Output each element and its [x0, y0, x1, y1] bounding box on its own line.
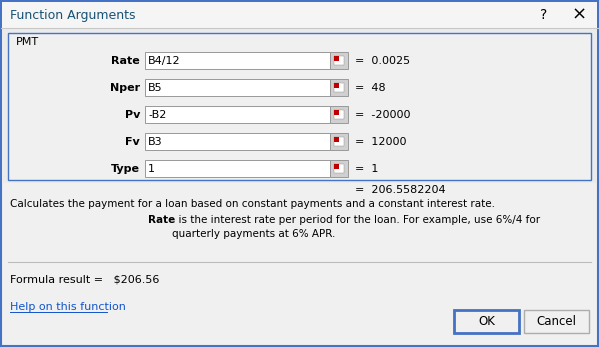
Text: ×: ×: [571, 6, 586, 24]
Bar: [145, 79, 330, 96]
Bar: [334, 137, 339, 142]
Bar: [2, 2, 597, 28]
Text: quarterly payments at 6% APR.: quarterly payments at 6% APR.: [172, 229, 335, 239]
Bar: [145, 160, 330, 177]
Bar: [145, 106, 330, 123]
Text: Nper: Nper: [110, 83, 140, 93]
Text: B4/12: B4/12: [148, 56, 181, 66]
Bar: [330, 79, 348, 96]
Bar: [334, 164, 339, 169]
Bar: [334, 137, 344, 146]
Bar: [330, 52, 348, 69]
Text: ?: ?: [540, 8, 547, 22]
Bar: [145, 133, 330, 150]
Bar: [8, 33, 591, 180]
Bar: [2, 28, 597, 183]
Text: Cancel: Cancel: [537, 315, 576, 328]
Bar: [334, 56, 339, 60]
Text: Pv: Pv: [125, 110, 140, 119]
Text: B3: B3: [148, 136, 162, 146]
Text: Calculates the payment for a loan based on constant payments and a constant inte: Calculates the payment for a loan based …: [10, 199, 495, 209]
Bar: [334, 83, 344, 92]
Text: =  1: = 1: [355, 163, 379, 174]
Bar: [330, 106, 348, 123]
Bar: [454, 310, 519, 333]
Text: B5: B5: [148, 83, 162, 93]
Bar: [334, 83, 339, 87]
Text: Formula result =   $206.56: Formula result = $206.56: [10, 274, 159, 284]
Text: Fv: Fv: [125, 136, 140, 146]
Text: 1: 1: [148, 163, 155, 174]
Text: OK: OK: [478, 315, 495, 328]
Bar: [330, 160, 348, 177]
Text: =  -20000: = -20000: [355, 110, 410, 119]
Text: Function Arguments: Function Arguments: [10, 8, 135, 22]
Bar: [524, 310, 589, 333]
Bar: [334, 110, 339, 115]
Text: Type: Type: [111, 163, 140, 174]
Bar: [334, 110, 344, 119]
Bar: [334, 164, 344, 173]
Text: Rate: Rate: [148, 215, 176, 225]
Text: =  48: = 48: [355, 83, 386, 93]
Text: -B2: -B2: [148, 110, 167, 119]
Text: =  0.0025: = 0.0025: [355, 56, 410, 66]
Text: Help on this function: Help on this function: [10, 302, 126, 312]
Bar: [334, 56, 344, 65]
Text: =  12000: = 12000: [355, 136, 407, 146]
Text: Rate: Rate: [111, 56, 140, 66]
Bar: [330, 133, 348, 150]
Bar: [145, 52, 330, 69]
Text: is the interest rate per period for the loan. For example, use 6%/4 for: is the interest rate per period for the …: [172, 215, 540, 225]
Text: =  206.5582204: = 206.5582204: [355, 185, 446, 195]
Text: PMT: PMT: [16, 37, 39, 47]
